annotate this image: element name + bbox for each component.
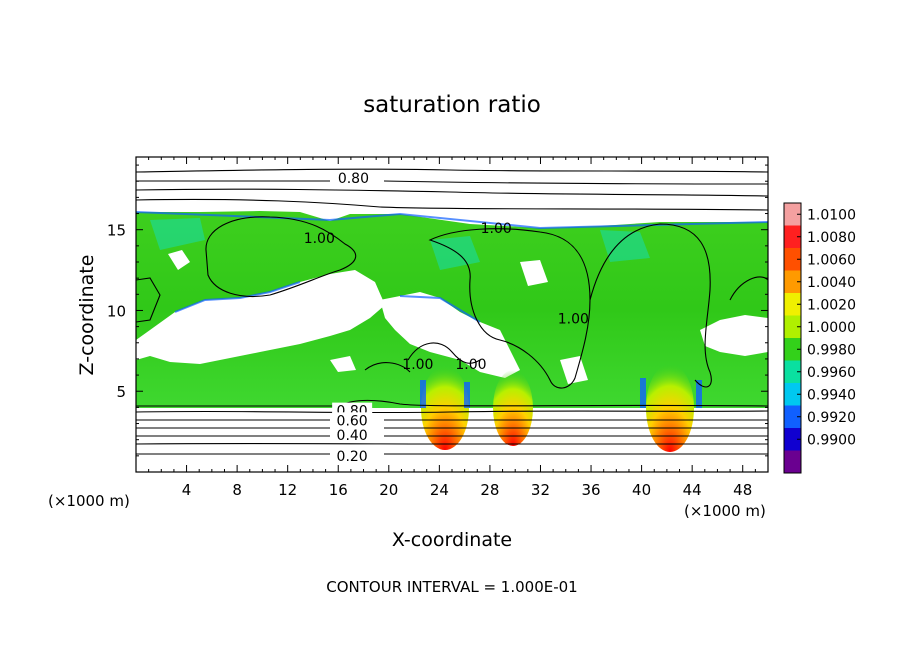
blue-flank-1 bbox=[420, 380, 426, 408]
x-tick-label: 44 bbox=[683, 481, 702, 499]
colorbar-swatch bbox=[784, 203, 801, 226]
chart-title: saturation ratio bbox=[363, 92, 541, 118]
contour-label-bg bbox=[332, 447, 373, 463]
x-tick-label: 28 bbox=[480, 481, 499, 499]
dry-region-1 bbox=[136, 270, 385, 364]
colorbar-label: 1.0080 bbox=[807, 230, 856, 246]
contour-lines bbox=[136, 168, 768, 455]
x-tick-label: 24 bbox=[430, 481, 449, 499]
x-tick-label: 48 bbox=[733, 481, 752, 499]
contour-label: 0.60 bbox=[337, 413, 368, 429]
dry-region-3 bbox=[700, 315, 768, 356]
x-tick-label: 16 bbox=[329, 481, 348, 499]
colorbar-frame bbox=[783, 202, 802, 474]
colorbar-label: 1.0020 bbox=[807, 297, 856, 313]
contour-label: 0.40 bbox=[337, 428, 368, 444]
colorbar-label: 0.9980 bbox=[807, 342, 856, 358]
colorbar-swatch bbox=[784, 338, 801, 361]
colorbar-swatch bbox=[784, 383, 801, 406]
contour-interval-note: CONTOUR INTERVAL = 1.000E-01 bbox=[326, 578, 577, 596]
colorbar-swatch bbox=[784, 270, 801, 294]
blue-flank-2 bbox=[464, 382, 470, 408]
colorbar-swatch bbox=[784, 450, 801, 474]
colorbar-label: 0.9920 bbox=[807, 410, 856, 426]
contour-label: 1.00 bbox=[304, 231, 335, 247]
hotspot-1 bbox=[421, 366, 469, 450]
contour-label: 1.00 bbox=[481, 221, 512, 237]
colorbar-swatch bbox=[784, 293, 801, 316]
contour-label-bg bbox=[333, 170, 374, 185]
y-axis-ticks: 5 10 15 bbox=[107, 164, 768, 457]
y-tick-label: 5 bbox=[116, 383, 126, 401]
y-axis-label: Z-coordinate bbox=[76, 255, 98, 376]
contour-label-bg bbox=[332, 412, 373, 428]
contour-label: 1.00 bbox=[558, 312, 589, 328]
contour-label: 1.00 bbox=[455, 357, 486, 373]
colorbar-label: 1.0000 bbox=[807, 320, 856, 336]
dry-region-2 bbox=[380, 292, 520, 378]
contour-labels: 0.801.001.001.001.00 1.000.800.600.400.20 bbox=[304, 170, 589, 465]
colorbar-swatch bbox=[784, 248, 801, 271]
colorbar-label: 0.9940 bbox=[807, 387, 856, 403]
colorbar-swatch bbox=[784, 360, 801, 384]
y-tick-label: 10 bbox=[107, 302, 126, 320]
blue-flank-4 bbox=[696, 380, 702, 408]
colorbar-label: 0.9960 bbox=[807, 365, 856, 381]
x-tick-label: 8 bbox=[232, 481, 242, 499]
contour-label: 1.00 bbox=[402, 357, 433, 373]
x-tick-label: 12 bbox=[278, 481, 297, 499]
x-axis-ticks: 4 8 12 16 20 24 28 32 36 40 44 48 bbox=[148, 157, 756, 499]
colorbar-label: 1.0100 bbox=[807, 207, 856, 223]
y-tick-label: 15 bbox=[107, 222, 126, 240]
colorbar-label: 1.0040 bbox=[807, 275, 856, 291]
colorbar-swatch bbox=[784, 315, 801, 339]
x-tick-label: 40 bbox=[632, 481, 651, 499]
colorbar-label: 1.0060 bbox=[807, 252, 856, 268]
x-axis-unit-right: (×1000 m) bbox=[684, 502, 766, 520]
color-bar: 1.0100 1.0080 1.0060 1.0040 1.0020 1.0000 0.99… bbox=[783, 202, 856, 474]
hotspot-2 bbox=[493, 370, 533, 446]
blue-flank-3 bbox=[640, 378, 646, 408]
x-tick-label: 20 bbox=[379, 481, 398, 499]
cyan-patches bbox=[150, 218, 650, 270]
saturation-field bbox=[136, 168, 768, 455]
colorbar-swatch bbox=[784, 225, 801, 249]
x-tick-label: 32 bbox=[531, 481, 550, 499]
x-tick-label: 36 bbox=[581, 481, 600, 499]
contour-label: 0.80 bbox=[338, 171, 369, 187]
hotspot-3 bbox=[646, 364, 694, 452]
x-axis-unit-left: (×1000 m) bbox=[48, 492, 130, 510]
colorbar-swatch bbox=[784, 405, 801, 429]
contour-label-bg bbox=[332, 426, 373, 442]
x-tick-label: 4 bbox=[182, 481, 192, 499]
colorbar-label: 0.9900 bbox=[807, 432, 856, 448]
contour-label: 0.20 bbox=[337, 449, 368, 465]
x-axis-label: X-coordinate bbox=[392, 529, 512, 551]
colorbar-swatch bbox=[784, 428, 801, 451]
